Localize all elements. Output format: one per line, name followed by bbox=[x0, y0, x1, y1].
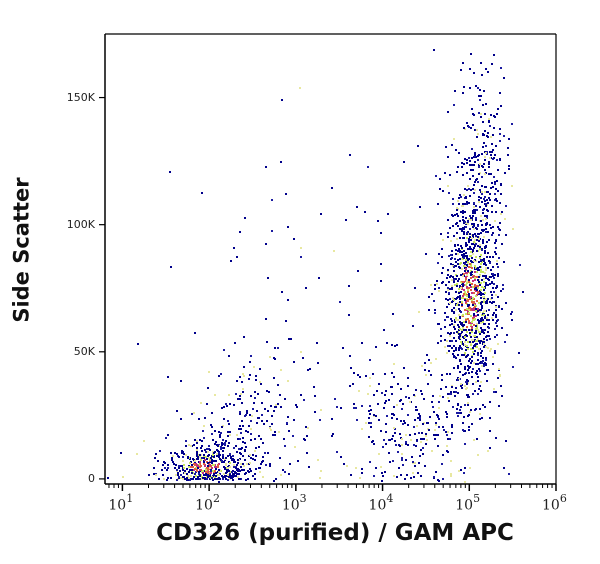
x-tick-label: 101 bbox=[108, 492, 134, 514]
y-axis-title-text: Side Scatter bbox=[10, 177, 34, 323]
plot-axes bbox=[99, 33, 557, 491]
data-points bbox=[107, 49, 524, 483]
y-tick-label: 50K bbox=[73, 344, 95, 358]
x-tick-label: 102 bbox=[195, 492, 220, 514]
y-axis-title: Side Scatter bbox=[4, 160, 40, 340]
y-tick-label: 100K bbox=[66, 217, 95, 231]
y-tick-label: 0 bbox=[88, 471, 95, 485]
x-tick-label: 104 bbox=[368, 492, 394, 514]
x-tick-label: 103 bbox=[281, 492, 307, 514]
x-tick-label: 105 bbox=[455, 492, 481, 514]
x-tick-label: 106 bbox=[542, 492, 567, 514]
x-axis-title: CD326 (purified) / GAM APC bbox=[156, 520, 514, 546]
y-tick-label: 150K bbox=[66, 90, 95, 104]
